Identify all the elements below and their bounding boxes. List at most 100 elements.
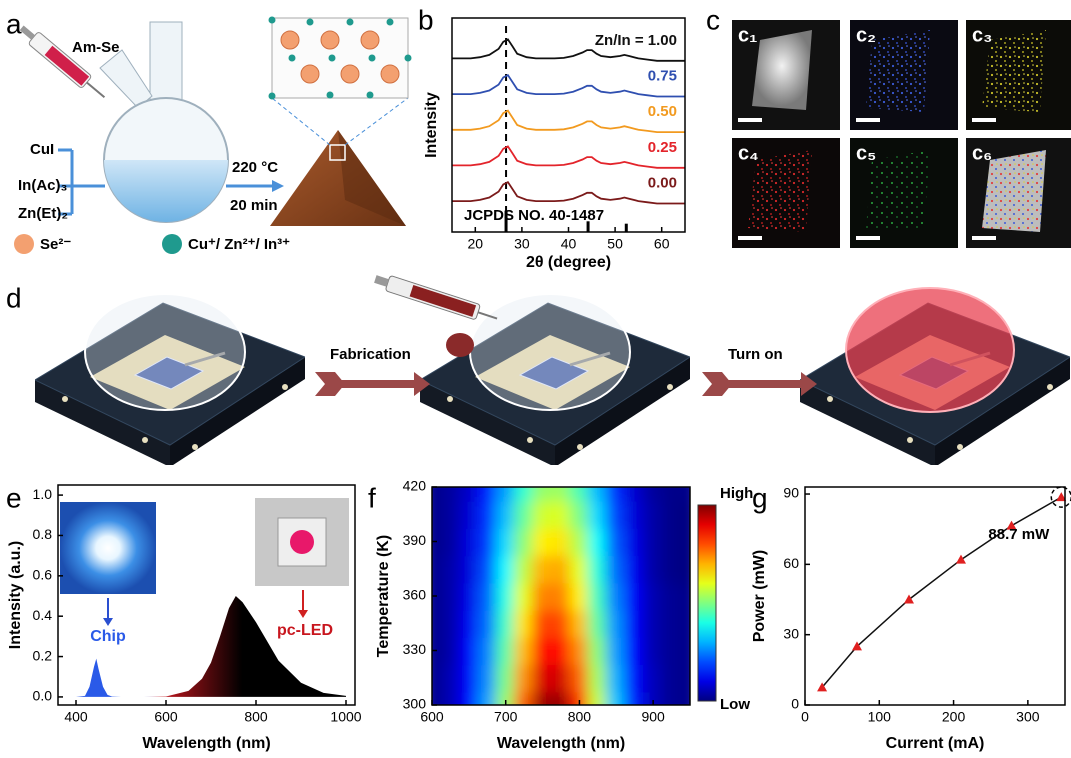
heatmap-cell xyxy=(532,554,552,583)
heatmap-cell xyxy=(661,609,681,638)
heatmap-cell xyxy=(496,663,516,692)
led-fabrication xyxy=(35,271,1070,467)
y-axis-label: Intensity xyxy=(423,92,440,158)
heatmap-cell xyxy=(588,609,608,638)
heatmap-cell xyxy=(532,663,552,692)
y-tick-label: 390 xyxy=(403,532,427,548)
x-tick-label: 40 xyxy=(561,236,577,252)
heatmap-cell xyxy=(496,581,516,610)
heatmap-cell xyxy=(625,663,645,692)
heatmap-cell xyxy=(477,663,497,692)
heatmap-cell xyxy=(606,500,626,529)
heatmap-cell xyxy=(514,527,534,556)
heatmap-cell xyxy=(496,636,516,665)
heatmap-cell xyxy=(440,581,460,610)
heatmap-cell xyxy=(569,663,589,692)
x-tick-label: 50 xyxy=(607,236,623,252)
heatmap-cell xyxy=(514,554,534,583)
tile-label: c₁ xyxy=(738,24,757,46)
heatmap-cell xyxy=(459,663,479,692)
step-label: Turn on xyxy=(728,346,783,363)
y-tick-label: 0.4 xyxy=(33,607,53,623)
colorbar xyxy=(698,505,716,701)
heatmap-cell xyxy=(606,554,626,583)
heatmap-cell xyxy=(532,581,552,610)
heatmap-cell xyxy=(514,581,534,610)
heatmap-cell xyxy=(440,500,460,529)
heatmap-cell xyxy=(625,527,645,556)
heatmap-cell xyxy=(551,581,571,610)
x-tick-label: 60 xyxy=(654,236,670,252)
x-tick-label: 300 xyxy=(1016,709,1040,725)
heatmap-cell xyxy=(643,581,663,610)
heatmap-cell xyxy=(477,581,497,610)
colorbar-label: High xyxy=(720,485,753,502)
heatmap-cell xyxy=(496,500,516,529)
heatmap-cell xyxy=(532,636,552,665)
tile-label: c₆ xyxy=(972,142,992,164)
heatmap-cell xyxy=(661,527,681,556)
heatmap-cell xyxy=(588,663,608,692)
heatmap-cell xyxy=(551,636,571,665)
heatmap-cell xyxy=(569,500,589,529)
heatmap-cell xyxy=(588,581,608,610)
x-tick-label: 100 xyxy=(868,709,892,725)
y-tick-label: 360 xyxy=(403,587,427,603)
annotation: Chip xyxy=(90,628,126,645)
heatmap xyxy=(422,472,700,719)
heatmap-cell xyxy=(625,636,645,665)
x-axis-label: 2θ (degree) xyxy=(526,254,611,271)
y-tick-label: 0 xyxy=(791,696,799,712)
heatmap-cell xyxy=(643,636,663,665)
legend-label: Cu⁺/ Zn²⁺/ In³⁺ xyxy=(188,236,290,253)
heatmap-cell xyxy=(588,554,608,583)
x-tick-label: 800 xyxy=(568,709,592,725)
panel-label: e xyxy=(6,482,22,513)
step-label: Fabrication xyxy=(330,346,411,363)
heatmap-cell xyxy=(551,609,571,638)
y-tick-label: 0.6 xyxy=(33,567,53,583)
heatmap-cell xyxy=(459,581,479,610)
heatmap-cell xyxy=(532,609,552,638)
heatmap-cell xyxy=(514,609,534,638)
x-tick-label: 20 xyxy=(468,236,484,252)
heatmap-cell xyxy=(643,663,663,692)
heatmap-cell xyxy=(625,554,645,583)
panel-label: a xyxy=(6,8,22,39)
heatmap-cell xyxy=(459,636,479,665)
y-tick-label: 90 xyxy=(783,485,799,501)
colorbar-label: Low xyxy=(720,696,750,713)
reagent-label: Am-Se xyxy=(72,39,120,56)
x-axis-label: Current (mA) xyxy=(886,735,985,752)
figure: a b c d e f g Am-Se CuI In(Ac)₃ Zn(Et)₂ … xyxy=(0,0,1071,758)
series-label: Zn/In = 1.00 xyxy=(595,32,677,49)
heatmap-cell xyxy=(459,554,479,583)
heatmap-cell xyxy=(606,581,626,610)
panel-label: g xyxy=(752,482,768,513)
heatmap-cell xyxy=(661,663,681,692)
heatmap-cell xyxy=(625,500,645,529)
heatmap-cell xyxy=(514,500,534,529)
annotation: pc-LED xyxy=(277,622,333,639)
heatmap-cell xyxy=(477,636,497,665)
y-tick-label: 330 xyxy=(403,641,427,657)
heatmap-cell xyxy=(661,636,681,665)
heatmap-cell xyxy=(569,581,589,610)
y-tick-label: 30 xyxy=(783,625,799,641)
panel-label: d xyxy=(6,282,22,313)
precursor-label: In(Ac)₃ xyxy=(18,177,67,194)
heatmap-cell xyxy=(514,636,534,665)
panel-label: b xyxy=(418,4,434,35)
heatmap-cell xyxy=(496,609,516,638)
heatmap-cells xyxy=(422,472,700,719)
series-label: 0.25 xyxy=(648,139,677,156)
heatmap-cell xyxy=(551,663,571,692)
heatmap-cell xyxy=(606,527,626,556)
heatmap-cell xyxy=(477,500,497,529)
heatmap-cell xyxy=(569,609,589,638)
heatmap-cell xyxy=(661,500,681,529)
reference-label: JCPDS NO. 40-1487 xyxy=(464,207,604,224)
heatmap-cell xyxy=(569,636,589,665)
heatmap-cell xyxy=(551,527,571,556)
x-tick-label: 900 xyxy=(641,709,665,725)
